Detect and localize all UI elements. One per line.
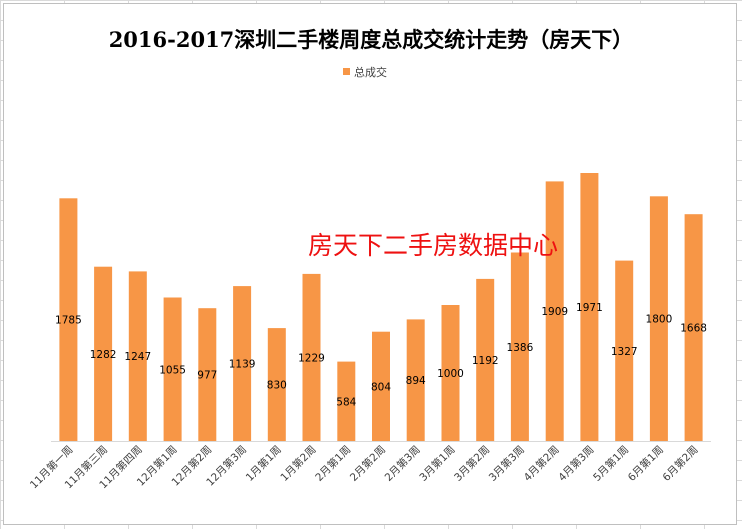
- bar-17: [615, 260, 634, 441]
- bar-13: [476, 278, 495, 441]
- bar-10: [372, 331, 390, 441]
- data-label-6: 1139: [229, 359, 256, 371]
- bar-12: [441, 305, 460, 441]
- data-label-16: 1971: [576, 302, 603, 314]
- bar-7: [267, 328, 286, 441]
- bar-4: [163, 297, 182, 441]
- legend-swatch: [343, 68, 350, 75]
- x-tick-label-18: 6月第1周: [625, 443, 666, 484]
- bar-9: [337, 361, 356, 441]
- x-tick-label-7: 1月第1周: [243, 443, 284, 484]
- data-label-19: 1668: [680, 323, 707, 335]
- bar-18: [649, 196, 668, 441]
- data-label-3: 1247: [124, 351, 151, 363]
- data-label-13: 1192: [472, 355, 499, 367]
- data-label-4: 1055: [159, 364, 186, 376]
- data-label-11: 894: [406, 375, 426, 387]
- x-tick-label-10: 2月第2周: [347, 443, 388, 484]
- bar-2: [94, 266, 113, 441]
- bar-19: [684, 214, 703, 441]
- bar-16: [580, 173, 599, 441]
- data-label-18: 1800: [646, 314, 673, 326]
- data-label-10: 804: [371, 381, 391, 393]
- chart-title: 2016-2017深圳二手楼周度总成交统计走势（房天下）: [109, 27, 634, 52]
- bar-15: [545, 181, 564, 441]
- x-tick-label-19: 6月第2周: [660, 443, 701, 484]
- x-tick-label-14: 3月第3周: [486, 443, 527, 484]
- bar-14: [510, 252, 529, 441]
- bar-1: [59, 198, 78, 441]
- x-tick-label-12: 3月第1周: [417, 443, 458, 484]
- bar-series: 1785 1282 1247 1055 977 1139 830 1229 584 804 894 1…: [55, 173, 707, 441]
- bar-3: [128, 271, 147, 441]
- x-tick-label-17: 5月第1周: [590, 443, 631, 484]
- chart-area[interactable]: [3, 3, 737, 525]
- legend-label: 总成交: [354, 65, 387, 79]
- x-tick-label-8: 1月第2周: [278, 443, 319, 484]
- data-label-17: 1327: [611, 346, 638, 358]
- x-tick-label-11: 2月第3周: [382, 443, 423, 484]
- legend: 总成交: [343, 65, 387, 79]
- x-tick-label-16: 4月第3周: [556, 443, 597, 484]
- data-label-14: 1386: [507, 342, 534, 354]
- x-tick-label-15: 4月第2周: [521, 443, 562, 484]
- data-label-7: 830: [267, 380, 287, 392]
- data-label-2: 1282: [90, 349, 117, 361]
- x-tick-label-13: 3月第2周: [451, 443, 492, 484]
- bar-6: [233, 286, 252, 441]
- data-label-8: 1229: [298, 352, 325, 364]
- watermark-annotation: 房天下二手房数据中心: [308, 231, 558, 260]
- x-axis-tick-labels: 11月第一周11月第三周11月第四周12月第1周12月第2周12月第3周1月第1…: [27, 443, 701, 491]
- data-label-5: 977: [197, 370, 217, 382]
- bar-11: [406, 319, 425, 441]
- bar-8: [302, 273, 321, 441]
- data-label-15: 1909: [541, 306, 568, 318]
- data-label-9: 584: [336, 396, 356, 408]
- x-tick-label-9: 2月第1周: [312, 443, 353, 484]
- data-label-1: 1785: [55, 315, 82, 327]
- data-label-12: 1000: [437, 368, 464, 380]
- bar-5: [198, 308, 217, 441]
